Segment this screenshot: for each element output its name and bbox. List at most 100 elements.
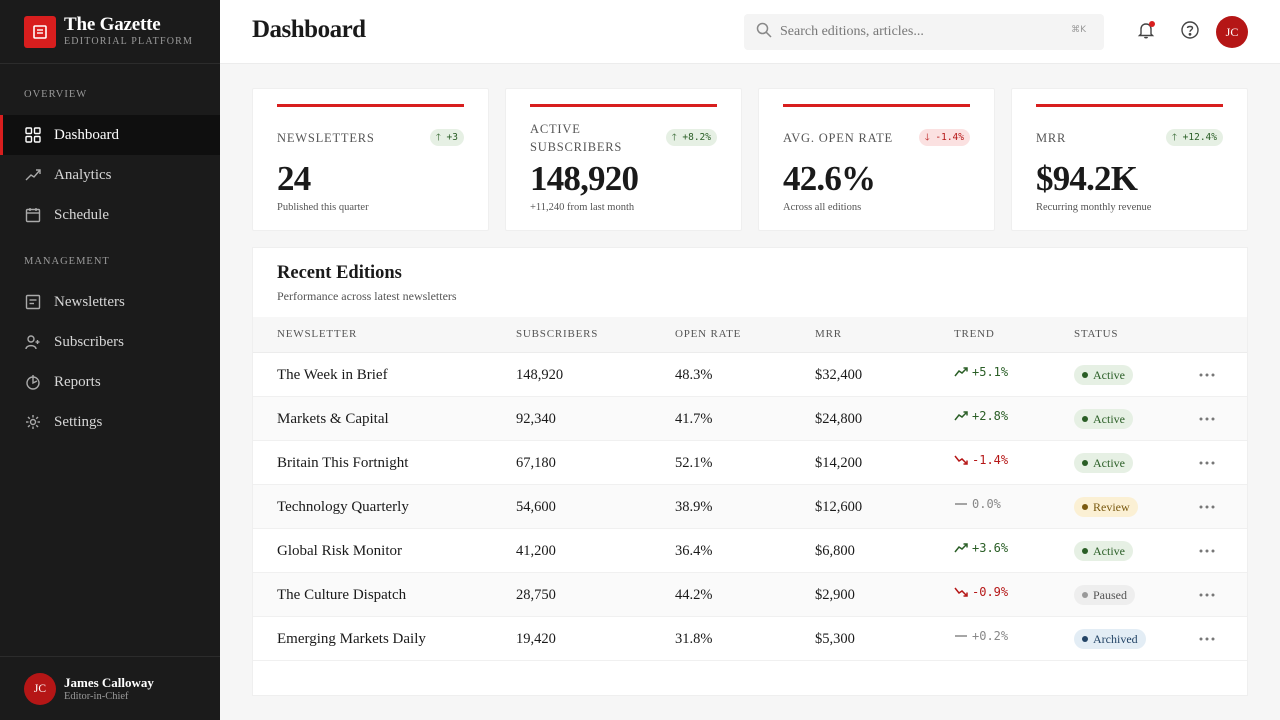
newsletter-name[interactable]: Technology Quarterly — [277, 499, 409, 515]
stat-delta-badge: 🡓 -1.4% — [918, 129, 970, 146]
table-row[interactable]: Global Risk Monitor 41,200 36.4% $6,800 +3.6… — [253, 529, 1247, 573]
column-header-mrr[interactable]: MRR — [815, 328, 842, 340]
table-header: NEWSLETTER SUBSCRIBERS OPEN RATE MRR TRE… — [253, 317, 1247, 353]
sidebar-item-schedule[interactable]: Schedule — [0, 195, 220, 235]
recent-editions-panel: Recent Editions Performance across lates… — [252, 247, 1248, 696]
trend-cell: +3.6% — [954, 541, 1008, 555]
status-dot — [1082, 416, 1088, 422]
newsletter-name[interactable]: The Culture Dispatch — [277, 587, 407, 603]
panel-subtitle: Performance across latest newsletters — [277, 289, 457, 303]
user-icon — [24, 333, 42, 351]
sidebar-item-settings[interactable]: Settings — [0, 402, 220, 442]
status-label: Active — [1093, 543, 1125, 558]
row-actions-button[interactable] — [1197, 629, 1217, 649]
open-rate-value: 48.3% — [675, 367, 713, 383]
newsletter-name[interactable]: The Week in Brief — [277, 367, 388, 383]
column-header-newsletter[interactable]: NEWSLETTER — [277, 328, 358, 340]
stat-card-mrr[interactable]: MRR 🡑 +12.4% $94.2K Recurring monthly re… — [1011, 88, 1248, 231]
open-rate-value: 31.8% — [675, 631, 713, 647]
status-badge: Paused — [1074, 585, 1135, 605]
more-horizontal-icon — [1199, 373, 1215, 377]
open-rate-value: 36.4% — [675, 543, 713, 559]
sidebar-item-label: Newsletters — [54, 293, 125, 310]
column-header-subscribers[interactable]: SUBSCRIBERS — [516, 328, 599, 340]
newsletter-name[interactable]: Global Risk Monitor — [277, 543, 403, 559]
stat-delta-badge: 🡑 +12.4% — [1165, 129, 1223, 146]
stat-note: +11,240 from last month — [530, 202, 635, 213]
newsletter-name[interactable]: Emerging Markets Daily — [277, 631, 426, 647]
gear-icon — [24, 413, 42, 431]
sidebar-item-subscribers[interactable]: Subscribers — [0, 322, 220, 362]
search-input[interactable] — [780, 24, 1060, 40]
column-header-trend[interactable]: TREND — [954, 328, 995, 340]
stat-note: Recurring monthly revenue — [1036, 202, 1152, 213]
row-actions-button[interactable] — [1197, 409, 1217, 429]
column-header-open-rate[interactable]: OPEN RATE — [675, 328, 742, 340]
row-actions-button[interactable] — [1197, 497, 1217, 517]
header-avatar[interactable]: JC — [1216, 16, 1248, 48]
table-row[interactable]: The Culture Dispatch 28,750 44.2% $2,900 -0.… — [253, 573, 1247, 617]
status-dot — [1082, 372, 1088, 378]
table-row[interactable]: Markets & Capital 92,340 41.7% $24,800 +2.8%… — [253, 397, 1247, 441]
sidebar-item-label: Schedule — [54, 206, 109, 223]
trend-cell: 0.0% — [954, 497, 1001, 511]
brand[interactable]: The Gazette EDITORIAL PLATFORM — [0, 0, 220, 64]
newspaper-logo-icon — [24, 15, 56, 48]
user-profile[interactable]: JC James Calloway Editor-in-Chief — [0, 656, 220, 720]
sidebar-item-dashboard[interactable]: Dashboard — [0, 115, 220, 155]
trend-value: +0.2% — [972, 629, 1009, 643]
status-badge: Review — [1074, 497, 1138, 517]
table-row[interactable]: The Week in Brief 148,920 48.3% $32,400 +5.1… — [253, 353, 1247, 397]
open-rate-value: 41.7% — [675, 411, 713, 427]
column-header-status[interactable]: STATUS — [1074, 328, 1119, 340]
stat-label: AVG. OPEN RATE — [783, 131, 893, 145]
table-row[interactable]: Britain This Fortnight 67,180 52.1% $14,200… — [253, 441, 1247, 485]
mrr-value: $2,900 — [815, 587, 855, 603]
card-accent-bar — [1036, 104, 1223, 107]
trend-cell: +2.8% — [954, 409, 1008, 423]
stat-delta: +8.2% — [682, 132, 711, 143]
bell-icon — [1137, 21, 1155, 44]
card-accent-bar — [530, 104, 717, 107]
sidebar-item-label: Reports — [54, 373, 101, 390]
trend-value: +3.6% — [972, 541, 1009, 555]
row-actions-button[interactable] — [1197, 585, 1217, 605]
sidebar-item-analytics[interactable]: Analytics — [0, 155, 220, 195]
row-actions-button[interactable] — [1197, 541, 1217, 561]
status-badge: Active — [1074, 365, 1133, 385]
mrr-value: $14,200 — [815, 455, 863, 471]
stat-value: 148,920 — [530, 159, 639, 198]
table-row[interactable]: Technology Quarterly 54,600 38.9% $12,600 0.… — [253, 485, 1247, 529]
grid-icon — [24, 126, 42, 144]
subscribers-value: 54,600 — [516, 499, 556, 515]
subscribers-value: 148,920 — [516, 367, 564, 383]
trend-flat-icon — [954, 630, 968, 642]
stat-delta: -1.4% — [935, 132, 964, 143]
open-rate-value: 44.2% — [675, 587, 713, 603]
arrow-up-icon: 🡑 — [671, 131, 677, 143]
arrow-up-icon: 🡑 — [435, 131, 441, 143]
trend-value: +2.8% — [972, 409, 1009, 423]
newsletter-name[interactable]: Markets & Capital — [277, 411, 389, 427]
search-box[interactable]: ⌘K — [744, 14, 1104, 50]
brand-title: The Gazette — [64, 14, 161, 35]
help-button[interactable] — [1178, 20, 1202, 44]
row-actions-button[interactable] — [1197, 453, 1217, 473]
avatar: JC — [24, 672, 56, 705]
newsletter-name[interactable]: Britain This Fortnight — [277, 455, 409, 471]
stat-card-open-rate[interactable]: AVG. OPEN RATE 🡓 -1.4% 42.6% Across all … — [758, 88, 995, 231]
trend-cell: -0.9% — [954, 585, 1008, 599]
trend-up-icon — [954, 410, 968, 422]
search-icon — [756, 22, 772, 43]
open-rate-value: 38.9% — [675, 499, 713, 515]
stat-card-active-subscribers[interactable]: ACTIVE SUBSCRIBERS 🡑 +8.2% 148,920 +11,2… — [505, 88, 742, 231]
table-row[interactable]: Emerging Markets Daily 19,420 31.8% $5,300 +… — [253, 617, 1247, 661]
status-label: Archived — [1093, 631, 1138, 646]
sidebar-item-newsletters[interactable]: Newsletters — [0, 282, 220, 322]
stat-card-newsletters[interactable]: NEWSLETTERS 🡑 +3 24 Published this quart… — [252, 88, 489, 231]
sidebar-item-reports[interactable]: Reports — [0, 362, 220, 402]
mrr-value: $32,400 — [815, 367, 863, 383]
row-actions-button[interactable] — [1197, 365, 1217, 385]
notifications-button[interactable] — [1134, 20, 1158, 44]
section-label-overview: OVERVIEW — [24, 89, 88, 100]
